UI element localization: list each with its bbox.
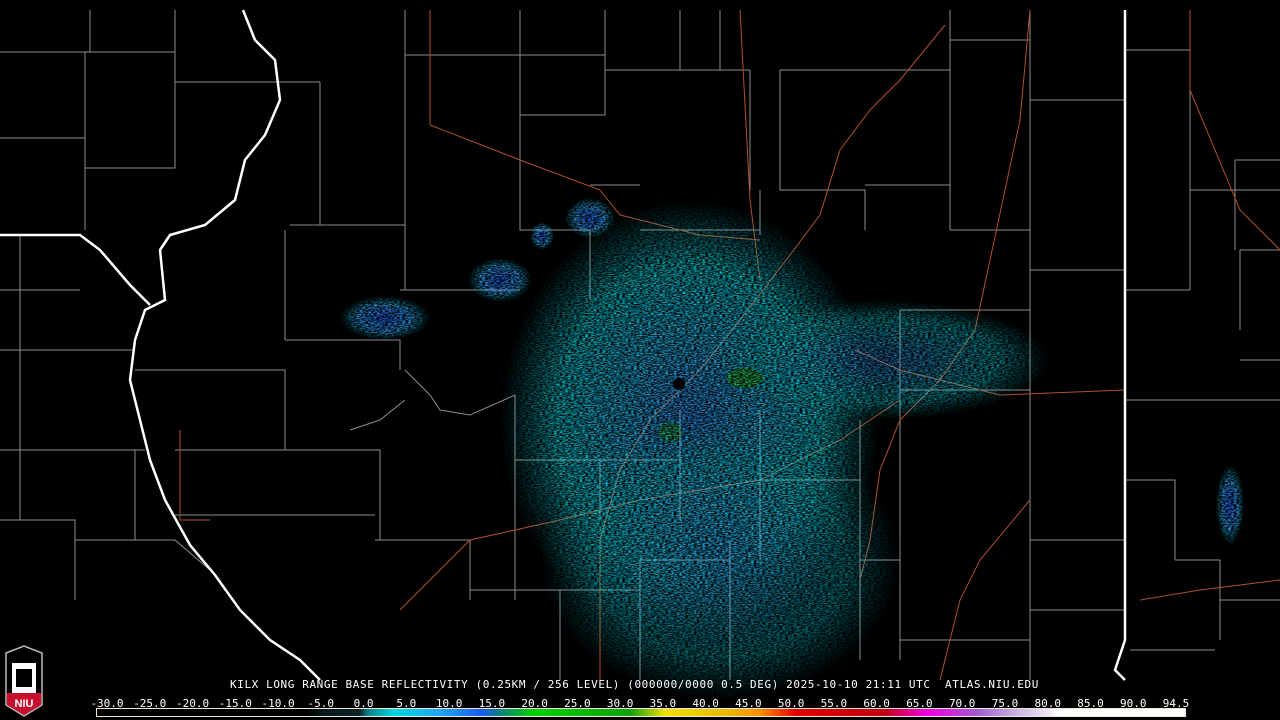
colorbar-tick-label: 15.0 (478, 697, 506, 710)
product-caption: KILX LONG RANGE BASE REFLECTIVITY (0.25K… (230, 678, 1039, 691)
colorbar-tick-label: 90.0 (1119, 697, 1147, 710)
colorbar-tick-label: 50.0 (777, 697, 805, 710)
colorbar-labels: -30.0 -25.0 -20.0 -15.0 -10.0 -5.0 0.0 5.0 10.0 1… (0, 697, 1280, 710)
colorbar-tick-label: -5.0 (307, 697, 335, 710)
colorbar-tick-label: -30.0 (90, 697, 124, 710)
svg-text:NIU: NIU (15, 698, 34, 710)
colorbar-tick-label: 65.0 (906, 697, 933, 710)
colorbar-tick-label: 30.0 (606, 697, 634, 710)
colorbar-tick-label: 45.0 (735, 697, 762, 710)
colorbar-tick-label: 40.0 (692, 697, 719, 710)
colorbar-tick-label: 60.0 (863, 697, 890, 710)
colorbar-tick-label: 0.0 (353, 697, 374, 710)
radar-echoes (340, 198, 1244, 700)
colorbar-tick-label: 55.0 (820, 697, 848, 710)
colorbar-tick-label: 10.0 (435, 697, 463, 710)
colorbar-tick-label: 35.0 (649, 697, 677, 710)
colorbar-tick-label: 25.0 (564, 697, 591, 710)
colorbar-tick-label: -20.0 (175, 697, 210, 710)
colorbar-tick-label: 94.5 (1162, 697, 1190, 710)
colorbar-tick-label: 20.0 (521, 697, 548, 710)
niu-logo: NIU (3, 645, 45, 717)
colorbar-tick-label: 5.0 (396, 697, 417, 710)
colorbar-tick-label: 75.0 (991, 697, 1019, 710)
state-borders (0, 9, 1127, 681)
colorbar-tick-label: -25.0 (133, 697, 167, 710)
colorbar-tick-label: 85.0 (1077, 697, 1104, 710)
colorbar-tick-label: 80.0 (1034, 697, 1061, 710)
colorbar-tick-label: -15.0 (218, 697, 252, 710)
colorbar-tick-label: -10.0 (261, 697, 295, 710)
radar-site-marker (673, 378, 685, 390)
reflectivity-colorbar (96, 708, 1186, 717)
colorbar-tick-label: 70.0 (948, 697, 976, 710)
